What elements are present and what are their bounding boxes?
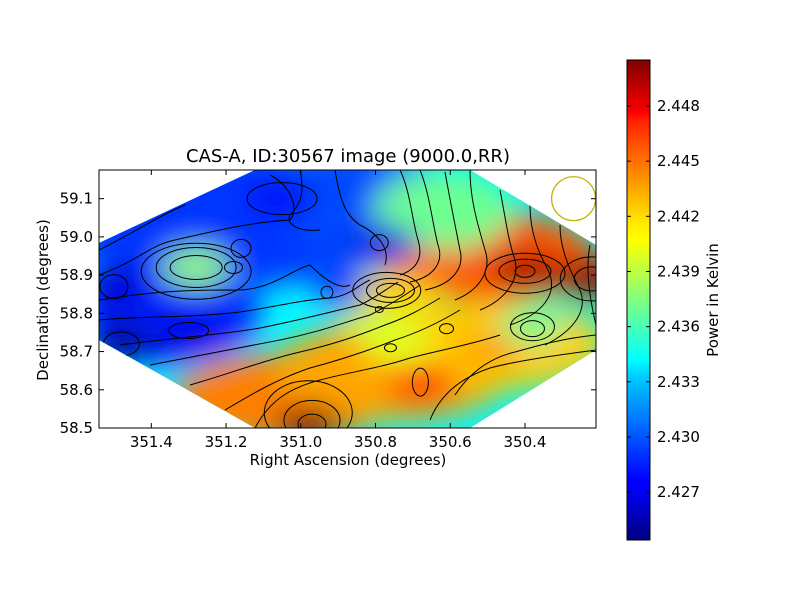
heatmap-peak <box>367 327 436 368</box>
heatmap-region <box>372 170 513 251</box>
y-axis: 58.5 58.6 58.7 58.8 58.9 59.0 59.1 <box>60 190 596 437</box>
x-tick-label: 351.2 <box>205 433 248 451</box>
x-axis-label: Right Ascension (degrees) <box>250 451 447 469</box>
contour-line <box>254 334 501 428</box>
colorbar-scale <box>626 59 651 541</box>
x-tick-label: 351.4 <box>130 433 173 451</box>
x-tick-label: 351.0 <box>279 433 322 451</box>
colorbar-tick-label: 2.442 <box>657 207 700 225</box>
contour-loop <box>169 254 223 280</box>
heatmap-trough <box>99 323 156 364</box>
contour-loop <box>320 285 334 299</box>
axes-frame <box>98 169 597 429</box>
contour-loop <box>155 246 237 288</box>
y-tick-label: 58.9 <box>60 266 93 284</box>
contour-line <box>288 170 321 231</box>
contour-line <box>587 244 596 326</box>
contour-line <box>409 170 441 283</box>
contour-loop <box>374 306 384 314</box>
contour-loop <box>498 258 552 284</box>
colorbar-label: Power in Kelvin <box>704 243 722 357</box>
contour-line <box>424 171 462 291</box>
colorbar-tick-label: 2.436 <box>657 318 700 336</box>
contour-loop <box>140 242 252 300</box>
contour-loop <box>224 260 244 274</box>
contour-loop <box>99 274 129 300</box>
heatmap-peak <box>360 270 429 311</box>
colorbar: 2.427 2.430 2.433 2.436 2.439 2.442 2.445 2.448… <box>626 59 722 541</box>
contour-loop <box>365 277 415 303</box>
contour-line <box>149 284 421 366</box>
contour-loop <box>369 234 389 252</box>
colorbar-tick-label: 2.439 <box>657 262 700 280</box>
x-tick-label: 350.8 <box>354 433 397 451</box>
contour-line <box>99 264 351 301</box>
y-tick-label: 58.6 <box>60 381 93 399</box>
contour-loop <box>263 380 353 428</box>
plot-area <box>99 170 597 428</box>
x-tick-label: 350.6 <box>429 433 472 451</box>
contour-loop <box>439 323 455 335</box>
heatmap-trough <box>248 178 317 219</box>
colorbar-ticks: 2.427 2.430 2.433 2.436 2.439 2.442 2.445 2.448 <box>627 97 700 501</box>
heatmap-peak <box>386 362 455 403</box>
contour-loop <box>573 266 596 292</box>
contour-line <box>454 170 488 301</box>
contour-line <box>429 349 596 421</box>
contour-loop <box>352 271 422 309</box>
contour-loop <box>383 343 397 353</box>
y-tick-label: 58.7 <box>60 343 93 361</box>
contour-loop <box>375 282 405 298</box>
contour-loop <box>411 367 429 397</box>
contour-line <box>189 297 441 386</box>
heatmap-peak <box>162 247 231 288</box>
heatmap-peak <box>274 404 343 428</box>
contour-loop <box>519 320 545 338</box>
contour-lines <box>99 170 596 428</box>
x-tick-label: 350.4 <box>504 433 547 451</box>
contour-loop <box>484 252 566 294</box>
colorbar-tick-label: 2.433 <box>657 373 700 391</box>
beam-marker <box>550 176 597 222</box>
contour-line <box>509 204 553 326</box>
colorbar-tick-label: 2.430 <box>657 428 700 446</box>
heatmap-trough <box>99 266 148 307</box>
contour-line <box>544 224 583 346</box>
colorbar-tick-label: 2.448 <box>657 97 700 115</box>
contour-line <box>224 309 461 411</box>
y-tick-label: 59.1 <box>60 190 93 208</box>
contour-loop <box>230 238 252 258</box>
heatmap-trough <box>154 312 223 353</box>
contour-loop <box>509 312 555 342</box>
contour-loop <box>559 256 596 302</box>
y-axis-label: Declination (degrees) <box>34 219 52 381</box>
contour-line <box>399 170 421 276</box>
colorbar-tick-label: 2.445 <box>657 152 700 170</box>
colorbar-tick-label: 2.427 <box>657 483 700 501</box>
contour-line <box>119 281 399 346</box>
contour-loop <box>514 264 536 278</box>
contour-loop <box>297 413 327 428</box>
contour-line <box>99 204 186 251</box>
contour-loop <box>168 322 210 340</box>
contour-loop <box>283 399 341 428</box>
heatmap-peak <box>453 331 522 372</box>
heatmap-peak <box>558 258 596 299</box>
contour-line <box>334 170 387 266</box>
chart-title: CAS-A, ID:30567 image (9000.0,RR) <box>186 146 510 167</box>
heatmap-peak <box>498 304 567 345</box>
contour-line <box>99 279 371 321</box>
contour-loop <box>246 182 318 216</box>
heatmap-peak <box>491 251 559 292</box>
heatmap-field <box>99 170 596 428</box>
heatmap-blend <box>99 170 596 428</box>
contour-line <box>99 174 295 276</box>
y-tick-label: 58.5 <box>60 419 93 437</box>
y-tick-label: 58.8 <box>60 304 93 322</box>
x-axis: 351.4 351.2 351.0 350.8 350.6 350.4 <box>130 170 547 451</box>
y-tick-label: 59.0 <box>60 228 93 246</box>
contour-line <box>454 334 596 396</box>
